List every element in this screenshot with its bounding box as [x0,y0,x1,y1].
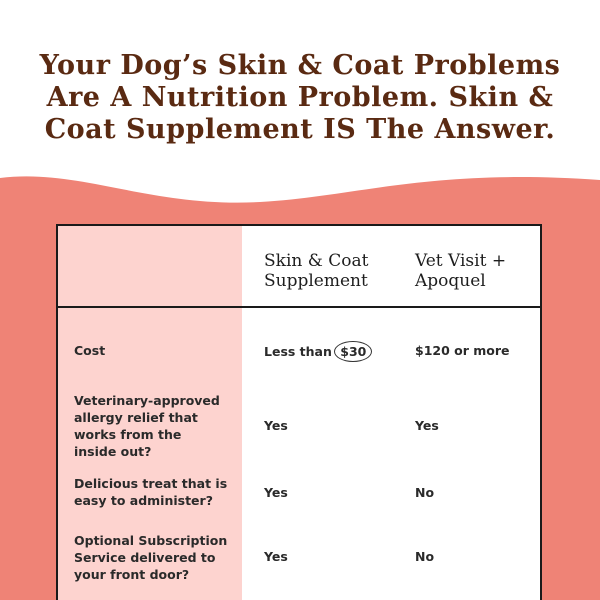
comparison-table: Skin & Coat Supplement Vet Visit + Apoqu… [56,224,542,600]
cell-cost-vet: $120 or more [415,343,510,358]
row-label-subscription: Optional Subscription Service delivered … [74,533,228,582]
cell-vet-approved-supplement: Yes [264,418,288,433]
cell-delicious-treat-vet: No [415,485,435,500]
headline-line-1: Your Dog’s Skin & Coat Problems [39,50,561,81]
headline-line-2: Are A Nutrition Problem. Skin & [46,82,554,113]
row-label-vet-approved: Veterinary-approved allergy relief that … [74,393,220,459]
label-column [58,226,242,600]
row-label-cost: Cost [74,343,106,358]
headline: Your Dog’s Skin & Coat Problems Are A Nu… [0,50,600,146]
headline-line-3: Coat Supplement IS The Answer. [44,114,556,145]
cell-vet-approved-vet: Yes [415,418,439,433]
cell-subscription-supplement: Yes [264,549,288,564]
column-header-vet-visit-apoquel: Vet Visit + Apoquel [415,251,507,291]
column-header-skin-coat-supplement: Skin & Coat Supplement [264,251,369,291]
row-label-delicious-treat: Delicious treat that is easy to administ… [74,476,228,508]
price-highlight-circle: $30 [334,341,373,362]
cell-cost-supplement: Less than $30 [264,341,373,362]
header-divider [58,306,540,308]
cell-delicious-treat-supplement: Yes [264,485,288,500]
cell-subscription-vet: No [415,549,435,564]
